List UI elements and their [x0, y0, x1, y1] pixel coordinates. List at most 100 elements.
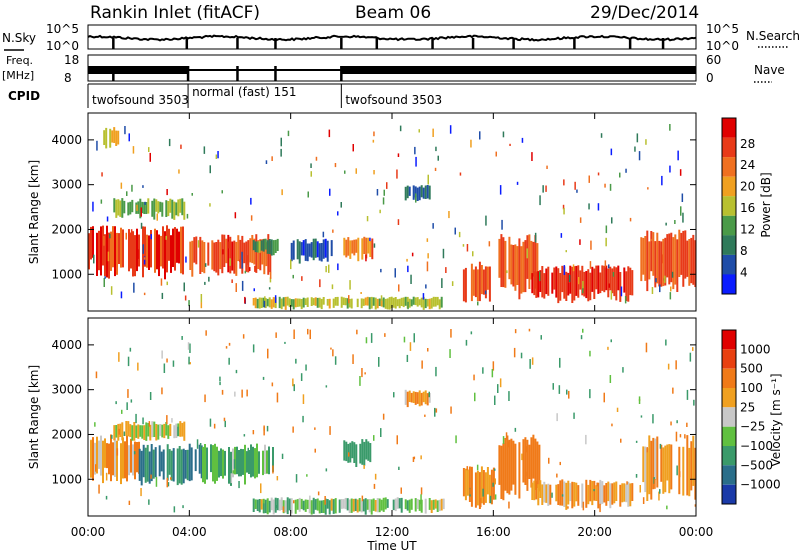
heatmap-cell	[650, 231, 653, 272]
heatmap-cell	[110, 434, 112, 482]
heatmap-speck	[376, 189, 379, 196]
heatmap-cell	[96, 232, 98, 276]
heatmap-cell	[434, 499, 437, 509]
heatmap-cell	[167, 425, 170, 439]
heatmap-speck	[295, 358, 297, 364]
heatmap-cell	[119, 423, 122, 437]
heatmap-cell	[145, 202, 148, 214]
heatmap-cell	[149, 424, 152, 441]
heatmap-speck	[263, 503, 265, 514]
heatmap-speck	[101, 172, 103, 177]
heatmap-speck	[254, 265, 256, 272]
heatmap-cell	[662, 238, 665, 287]
heatmap-cell	[601, 481, 604, 504]
heatmap-cell	[356, 298, 359, 308]
heatmap-cell	[356, 499, 359, 513]
heatmap-speck	[579, 217, 582, 223]
nsearch-label: N.Search	[746, 29, 800, 43]
heatmap-speck	[610, 148, 613, 156]
heatmap-cell	[420, 499, 423, 513]
heatmap-speck	[382, 197, 385, 205]
colorbar-frame	[721, 329, 737, 505]
heatmap-cell	[98, 440, 100, 469]
heatmap-cell	[480, 466, 483, 504]
heatmap-cell	[623, 483, 626, 502]
heatmap-cell	[666, 234, 669, 278]
heatmap-cell	[363, 236, 366, 254]
heatmap-cell	[530, 437, 533, 488]
heatmap-speck	[604, 183, 606, 188]
heatmap-cell	[545, 268, 548, 295]
heatmap-cell	[565, 271, 568, 301]
heatmap-speck	[379, 209, 381, 214]
heatmap-speck	[539, 271, 541, 282]
heatmap-cell	[605, 265, 608, 291]
heatmap-cell	[541, 266, 544, 298]
power-y-ticks: 1000 2000 3000 4000	[51, 133, 696, 281]
heatmap-speck	[150, 474, 152, 479]
power-colorbar-tick: 8	[740, 244, 748, 258]
heatmap-cell	[310, 242, 313, 258]
heatmap-speck	[204, 263, 207, 267]
heatmap-cell	[416, 392, 419, 404]
heatmap-cell	[251, 235, 254, 264]
velocity-heatmap	[90, 328, 697, 515]
heatmap-cell	[516, 246, 519, 285]
heatmap-cell	[202, 446, 204, 483]
heatmap-cell	[615, 481, 618, 501]
heatmap-cell	[336, 296, 339, 306]
heatmap-speck	[542, 185, 544, 193]
heatmap-cell	[328, 298, 331, 309]
heatmap-cell	[272, 499, 275, 515]
colorbar-swatch	[722, 349, 736, 369]
heatmap-speck	[603, 392, 605, 403]
heatmap-cell	[585, 479, 588, 508]
heatmap-cell	[644, 236, 647, 281]
heatmap-speck	[435, 408, 438, 413]
heatmap-speck	[589, 350, 591, 357]
heatmap-cell	[646, 230, 649, 292]
heatmap-speck	[380, 295, 383, 301]
heatmap-cell	[676, 239, 679, 292]
heatmap-speck	[494, 478, 496, 485]
heatmap-speck	[173, 506, 176, 513]
heatmap-cell	[532, 434, 535, 479]
heatmap-speck	[241, 389, 243, 398]
heatmap-cell	[127, 202, 130, 216]
heatmap-speck	[499, 185, 502, 195]
heatmap-cell	[340, 499, 343, 509]
heatmap-speck	[605, 237, 607, 247]
heatmap-cell	[170, 235, 172, 273]
heatmap-cell	[144, 447, 147, 483]
heatmap-cell	[464, 267, 467, 303]
heatmap-speck	[684, 434, 686, 439]
heatmap-cell	[591, 266, 594, 292]
heatmap-speck	[442, 248, 445, 259]
heatmap-speck	[334, 163, 337, 168]
heatmap-cell	[176, 448, 179, 486]
heatmap-cell	[229, 236, 232, 274]
heatmap-speck	[573, 412, 575, 419]
heatmap-cell	[134, 441, 136, 480]
heatmap-cell	[627, 266, 630, 302]
heatmap-cell	[272, 447, 274, 472]
heatmap-cell	[406, 500, 409, 511]
heatmap-cell	[627, 481, 630, 507]
heatmap-cell	[288, 498, 291, 511]
heatmap-speck	[420, 494, 422, 505]
heatmap-cell	[308, 243, 311, 257]
heatmap-cell	[154, 447, 157, 478]
heatmap-cell	[266, 498, 269, 515]
heatmap-speck	[140, 488, 142, 497]
heatmap-speck	[330, 347, 332, 350]
heatmap-cell	[122, 229, 124, 268]
heatmap-speck	[565, 250, 567, 253]
heatmap-cell	[476, 470, 479, 506]
heatmap-cell	[166, 225, 168, 273]
heatmap-cell	[382, 297, 385, 308]
heatmap-cell	[543, 273, 546, 299]
heatmap-speck	[427, 348, 429, 352]
heatmap-speck	[476, 464, 479, 471]
heatmap-cell	[648, 435, 651, 495]
heatmap-speck	[677, 150, 679, 161]
